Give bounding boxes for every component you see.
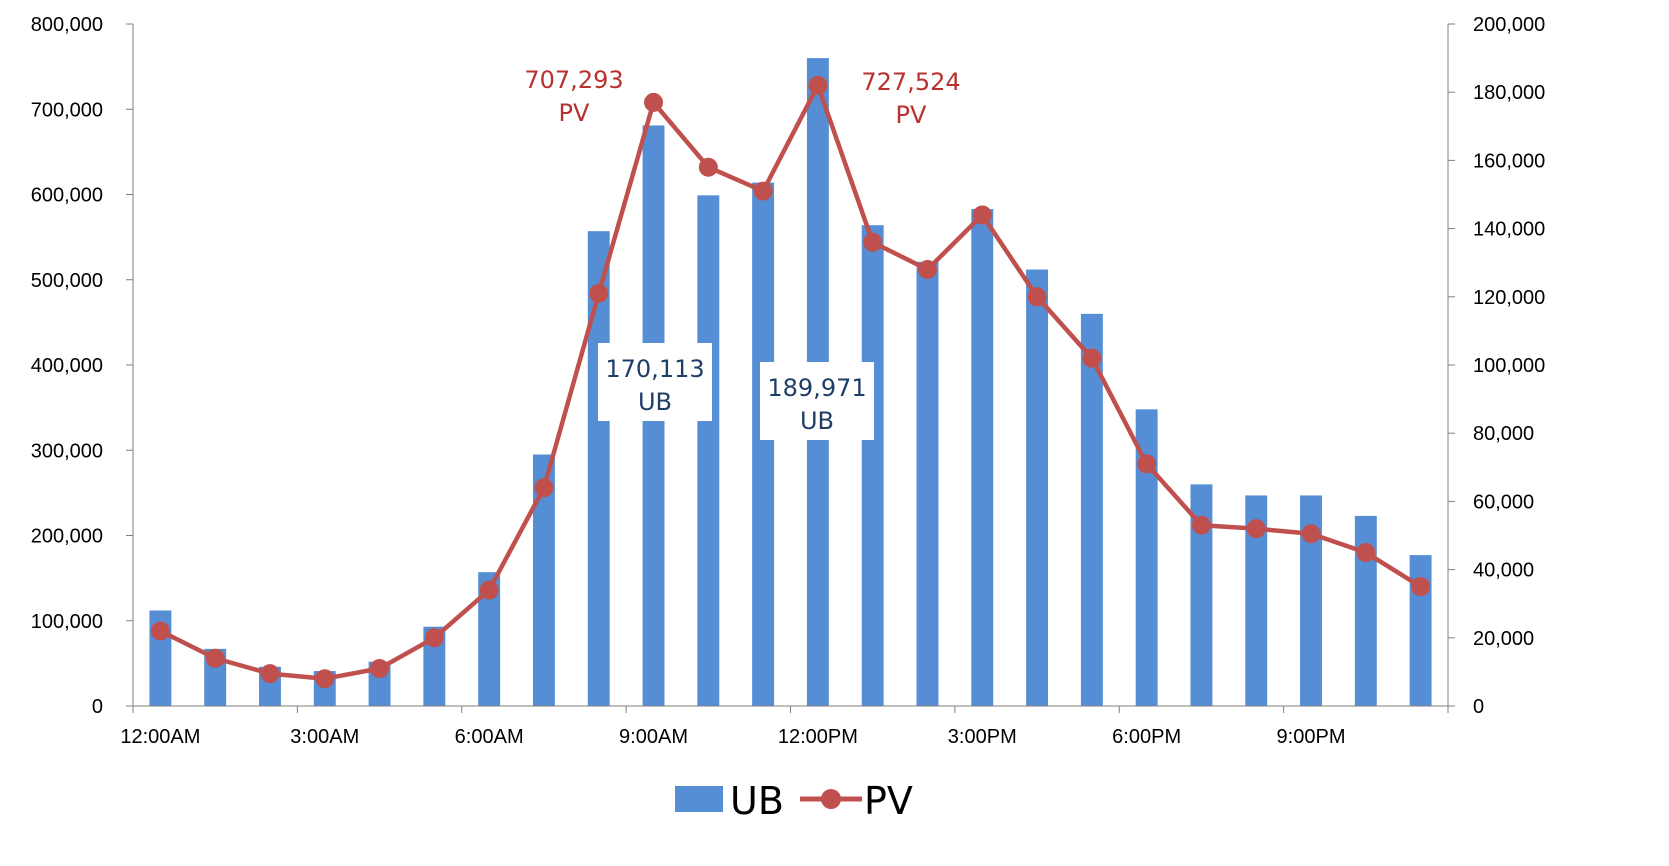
ub-bar-18 [1135,409,1158,706]
legend-pv-label: PV [864,779,913,823]
left-tick-label-2: 200,000 [31,526,103,548]
left-tick-label-8: 800,000 [31,14,103,36]
pv-point-0 [150,621,170,641]
pv-annotation-unit-12pm: PV [896,101,927,129]
right-tick-label-9: 180,000 [1473,82,1545,104]
right-tick-label-5: 100,000 [1473,355,1545,377]
ub-bar-13 [861,225,884,706]
pv-point-2 [260,664,280,684]
ub-bar-20 [1245,495,1268,706]
pv-line-series [150,75,1431,689]
right-tick-label-3: 60,000 [1473,491,1534,513]
pv-annotation-value-9am: 707,293 [524,66,623,94]
legend-ub-swatch [675,786,723,812]
pv-point-19 [1191,515,1211,535]
ub-annotation-box-12pm [760,362,874,440]
ub-annotation-box-9am [598,343,712,421]
pv-point-20 [1246,519,1266,539]
pv-point-10 [698,157,718,177]
pv-point-6 [479,580,499,600]
ub-bar-19 [1190,484,1213,706]
pv-point-15 [972,205,992,225]
pv-point-8 [589,283,609,303]
left-y-ticks: 0 100,000 200,000 300,000 400,000 500,000 600,… [31,14,133,718]
ub-annotation-unit-12pm: UB [800,407,834,435]
ub-bar-6 [478,572,501,706]
left-tick-label-0: 0 [92,696,103,718]
left-tick-label-3: 300,000 [31,440,103,462]
ub-bar-22 [1354,515,1377,706]
x-tick-label-3: 9:00AM [619,726,688,748]
x-tick-label-0: 12:00AM [120,726,200,748]
legend-pv-marker [821,789,841,809]
ub-bar-14 [916,261,939,706]
pv-point-16 [1027,287,1047,307]
pv-point-5 [424,628,444,648]
pv-point-17 [1082,348,1102,368]
right-tick-label-4: 80,000 [1473,423,1534,445]
right-tick-label-7: 140,000 [1473,219,1545,241]
right-tick-label-0: 0 [1473,696,1484,718]
x-tick-label-6: 6:00PM [1112,726,1181,748]
ub-bar-7 [532,454,555,706]
pv-point-14 [917,260,937,280]
left-tick-label-1: 100,000 [31,611,103,633]
left-tick-label-7: 700,000 [31,99,103,121]
pv-point-18 [1137,454,1157,474]
right-tick-label-10: 200,000 [1473,14,1545,36]
ub-bar-10 [697,195,720,707]
right-y-ticks: 0 20,000 40,000 60,000 80,000 100,000 120,000 1… [1448,14,1545,718]
right-tick-label-6: 120,000 [1473,287,1545,309]
pv-point-9 [644,92,664,112]
ub-bar-16 [1026,269,1049,706]
pv-point-11 [753,181,773,201]
ub-annotation-unit-9am: UB [638,388,672,416]
pv-annotation-unit-9am: PV [559,99,590,127]
pv-point-4 [370,658,390,678]
x-ticks: 12:00AM 3:00AM 6:00AM 9:00AM 12:00PM 3:00PM 6:… [120,706,1449,748]
legend-ub-label: UB [730,779,784,823]
pv-point-22 [1356,543,1376,563]
left-tick-label-5: 500,000 [31,270,103,292]
x-tick-label-4: 12:00PM [778,726,858,748]
ub-bar-17 [1080,313,1103,706]
x-tick-label-7: 9:00PM [1277,726,1346,748]
pv-point-13 [863,232,883,252]
ub-bar-15 [971,208,994,706]
pv-point-7 [534,478,554,498]
pv-point-21 [1301,524,1321,544]
pv-point-1 [205,648,225,668]
ub-annotation-value-12pm: 189,971 [767,374,866,402]
pv-annotation-value-12pm: 727,524 [861,68,960,96]
ub-annotation-value-9am: 170,113 [605,355,704,383]
right-tick-label-1: 20,000 [1473,628,1534,650]
x-tick-label-2: 6:00AM [455,726,524,748]
right-tick-label-8: 160,000 [1473,150,1545,172]
pv-point-12 [808,75,828,95]
pv-point-23 [1411,577,1431,597]
pv-point-3 [315,669,335,689]
ub-bar-5 [423,626,446,706]
legend: UB PV [675,779,913,823]
ub-bar-11 [752,182,775,706]
left-tick-label-4: 400,000 [31,355,103,377]
ub-bar-21 [1300,495,1322,706]
x-tick-label-5: 3:00PM [948,726,1017,748]
right-tick-label-2: 40,000 [1473,560,1534,582]
x-tick-label-1: 3:00AM [290,726,359,748]
left-tick-label-6: 600,000 [31,185,103,207]
